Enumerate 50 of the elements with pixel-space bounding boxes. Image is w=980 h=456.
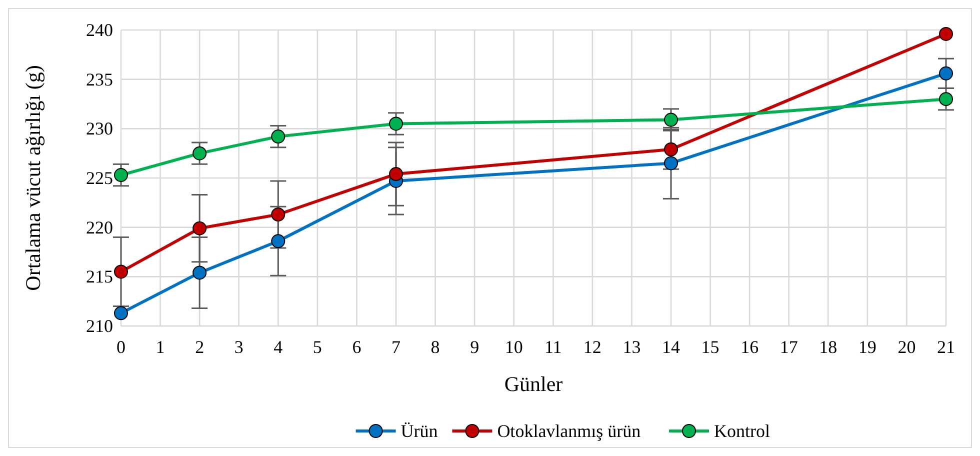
x-tick-label: 3 [234, 337, 244, 357]
point [939, 66, 953, 80]
legend-label: Otoklavlanmış ürün [497, 421, 641, 441]
point [192, 221, 207, 236]
y-tick-label: 235 [86, 69, 113, 90]
x-tick-label: 7 [392, 337, 400, 357]
x-tick-label: 4 [274, 337, 283, 357]
x-tick-label: 2 [195, 337, 204, 357]
point [271, 208, 286, 222]
point [114, 306, 128, 320]
x-tick-label: 6 [352, 337, 362, 357]
legend-label: Ürün [400, 421, 438, 441]
point [192, 146, 207, 160]
legend-label: Kontrol [714, 421, 770, 441]
x-tick-label: 5 [312, 337, 322, 357]
y-axis-title: Ortalama vücut ağırlığı (g) [21, 65, 45, 291]
x-tick-label: 10 [504, 337, 523, 357]
point [389, 116, 403, 131]
point [192, 266, 207, 280]
point [389, 167, 403, 182]
point [271, 130, 286, 144]
x-tick-label: 12 [583, 337, 602, 357]
x-tick-label: 13 [622, 337, 641, 357]
x-tick-label: 11 [544, 337, 562, 357]
x-tick-label: 0 [116, 337, 126, 357]
x-tick-label: 18 [819, 337, 838, 357]
x-tick-label: 9 [470, 337, 480, 357]
point [664, 156, 678, 170]
y-tick-label: 230 [86, 118, 113, 139]
x-tick-label: 15 [701, 337, 720, 357]
x-tick-label: 16 [740, 337, 759, 357]
point [114, 168, 128, 182]
point [114, 264, 128, 279]
x-tick-label: 20 [898, 337, 916, 357]
y-tick-label: 240 [86, 20, 113, 40]
point [939, 26, 953, 41]
x-tick-label: 17 [780, 337, 798, 357]
x-tick-label: 8 [430, 337, 440, 357]
x-tick-label: 14 [662, 337, 680, 357]
y-tick-label: 220 [86, 217, 113, 238]
x-tick-label: 1 [156, 337, 165, 357]
x-tick-label: 21 [937, 337, 955, 357]
point [664, 142, 678, 156]
y-tick-label: 210 [86, 316, 113, 336]
point [939, 92, 953, 106]
point [271, 234, 286, 248]
y-tick-label: 215 [86, 266, 113, 287]
x-axis-title: Günler [504, 372, 563, 396]
x-tick-label: 19 [858, 337, 876, 357]
y-tick-label: 225 [86, 168, 113, 188]
